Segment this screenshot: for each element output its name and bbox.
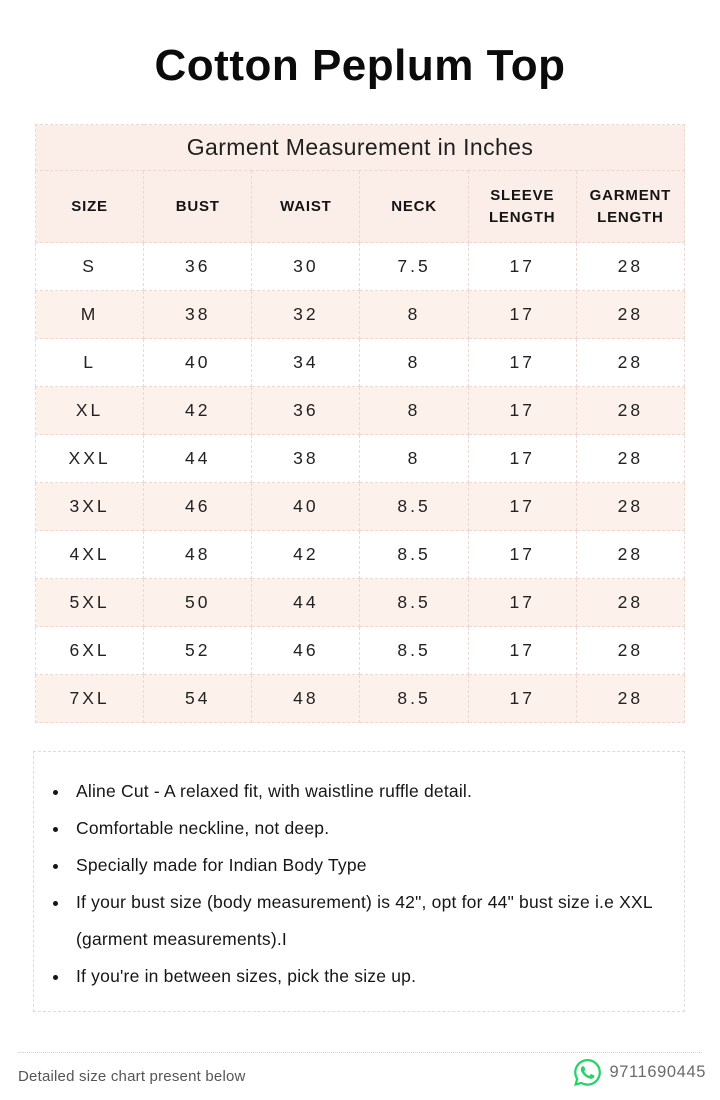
table-row: 5XL 50 44 8.5 17 28	[34, 578, 686, 627]
measurement-cell: 36	[143, 242, 253, 291]
footer-note: Detailed size chart present below	[18, 1068, 246, 1085]
note-item: Comfortable neckline, not deep.	[70, 810, 658, 847]
measurement-cell: 8	[359, 290, 469, 339]
measurement-cell: 8.5	[359, 578, 469, 627]
size-cell: 3XL	[34, 482, 145, 531]
column-header: WAIST	[251, 170, 361, 243]
measurement-cell: 44	[143, 434, 253, 483]
measurement-cell: 17	[467, 530, 577, 579]
measurement-cell: 48	[143, 530, 253, 579]
size-cell: 6XL	[34, 626, 145, 675]
table-row: XL 42 36 8 17 28	[34, 386, 686, 435]
measurement-cell: 17	[467, 674, 577, 723]
measurement-cell: 17	[467, 578, 577, 627]
measurement-cell: 8.5	[359, 674, 469, 723]
measurement-cell: 17	[467, 290, 577, 339]
measurement-cell: 8	[359, 434, 469, 483]
table-body: S 36 30 7.5 17 28 M 38 32 8 17 28 L 40 34 8 17 28 XL 42 36 8 1…	[34, 242, 686, 723]
measurement-cell: 28	[575, 338, 686, 387]
size-cell: S	[34, 242, 145, 291]
measurement-cell: 28	[575, 578, 686, 627]
size-cell: 4XL	[34, 530, 145, 579]
measurement-cell: 30	[251, 242, 361, 291]
measurement-cell: 28	[575, 434, 686, 483]
table-row: M 38 32 8 17 28	[34, 290, 686, 339]
footer-contact: 9711690445	[574, 1058, 706, 1086]
size-cell: 5XL	[34, 578, 145, 627]
size-cell: XXL	[34, 434, 145, 483]
size-cell: L	[34, 338, 145, 387]
measurement-cell: 17	[467, 338, 577, 387]
table-row: 7XL 54 48 8.5 17 28	[34, 674, 686, 723]
measurement-cell: 46	[143, 482, 253, 531]
measurement-cell: 28	[575, 386, 686, 435]
measurement-cell: 34	[251, 338, 361, 387]
measurement-cell: 7.5	[359, 242, 469, 291]
size-table: Garment Measurement in Inches SIZE BUST WA…	[34, 124, 686, 723]
column-header: SLEEVE LENGTH	[467, 170, 577, 243]
measurement-cell: 44	[251, 578, 361, 627]
measurement-cell: 8	[359, 338, 469, 387]
column-header: GARMENT LENGTH	[575, 170, 686, 243]
table-caption: Garment Measurement in Inches	[35, 124, 685, 171]
measurement-cell: 36	[251, 386, 361, 435]
footer-divider	[18, 1052, 702, 1053]
page-title: Cotton Peplum Top	[154, 41, 566, 90]
table-caption-row: Garment Measurement in Inches	[35, 124, 685, 171]
note-item: Aline Cut - A relaxed fit, with waistlin…	[70, 773, 658, 810]
measurement-cell: 52	[143, 626, 253, 675]
measurement-cell: 17	[467, 242, 577, 291]
measurement-cell: 28	[575, 242, 686, 291]
measurement-cell: 28	[575, 482, 686, 531]
measurement-cell: 32	[251, 290, 361, 339]
measurement-cell: 8.5	[359, 482, 469, 531]
measurement-cell: 17	[467, 434, 577, 483]
column-header: NECK	[359, 170, 469, 243]
note-item: Specially made for Indian Body Type	[70, 847, 658, 884]
measurement-cell: 54	[143, 674, 253, 723]
measurement-cell: 17	[467, 626, 577, 675]
measurement-cell: 8	[359, 386, 469, 435]
size-cell: 7XL	[34, 674, 145, 723]
table-row: S 36 30 7.5 17 28	[34, 242, 686, 291]
measurement-cell: 28	[575, 674, 686, 723]
table-row: 4XL 48 42 8.5 17 28	[34, 530, 686, 579]
size-cell: XL	[34, 386, 145, 435]
measurement-cell: 40	[251, 482, 361, 531]
measurement-cell: 42	[251, 530, 361, 579]
note-item: If you're in between sizes, pick the siz…	[70, 958, 658, 995]
notes-box: Aline Cut - A relaxed fit, with waistlin…	[33, 751, 685, 1012]
table-row: 3XL 46 40 8.5 17 28	[34, 482, 686, 531]
table-row: L 40 34 8 17 28	[34, 338, 686, 387]
table-header-row: SIZE BUST WAIST NECK SLEEVE LENGTH GARMENT LE…	[34, 170, 686, 243]
measurement-cell: 8.5	[359, 530, 469, 579]
measurement-cell: 40	[143, 338, 253, 387]
measurement-cell: 17	[467, 482, 577, 531]
phone-number: 9711690445	[609, 1062, 706, 1081]
column-header: BUST	[143, 170, 253, 243]
table-row: XXL 44 38 8 17 28	[34, 434, 686, 483]
size-cell: M	[34, 290, 145, 339]
notes-list: Aline Cut - A relaxed fit, with waistlin…	[52, 773, 658, 995]
measurement-cell: 38	[143, 290, 253, 339]
measurement-cell: 48	[251, 674, 361, 723]
measurement-cell: 42	[143, 386, 253, 435]
measurement-cell: 28	[575, 530, 686, 579]
note-item: If your bust size (body measurement) is …	[70, 884, 658, 958]
measurement-cell: 38	[251, 434, 361, 483]
column-header: SIZE	[34, 170, 145, 243]
measurement-cell: 8.5	[359, 626, 469, 675]
table-row: 6XL 52 46 8.5 17 28	[34, 626, 686, 675]
whatsapp-icon	[574, 1058, 602, 1086]
measurement-cell: 17	[467, 386, 577, 435]
measurement-cell: 28	[575, 290, 686, 339]
measurement-cell: 46	[251, 626, 361, 675]
measurement-cell: 28	[575, 626, 686, 675]
measurement-cell: 50	[143, 578, 253, 627]
